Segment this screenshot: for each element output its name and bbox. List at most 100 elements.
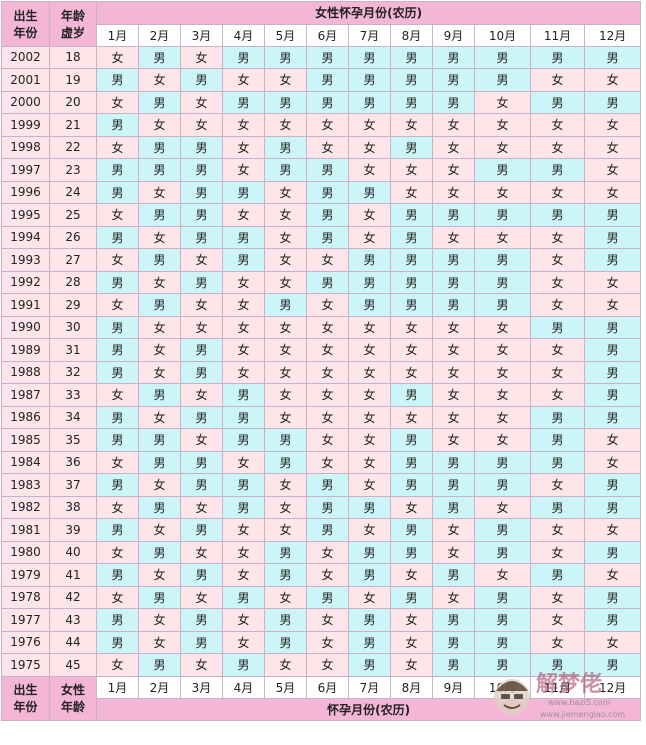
birth-year-cell: 1998: [1, 135, 50, 159]
gender-cell: 女: [264, 518, 307, 542]
gender-cell: 男: [180, 225, 223, 249]
gender-cell: 女: [432, 585, 475, 609]
gender-cell: 男: [264, 158, 307, 182]
birth-year-cell: 1989: [1, 338, 50, 362]
gender-cell: 女: [432, 428, 475, 452]
gender-cell: 男: [583, 248, 642, 272]
age-cell: 37: [49, 473, 97, 497]
gender-cell: 女: [306, 608, 349, 632]
footer-birth-year-header: 出生 年份: [1, 675, 50, 721]
gender-cell: 男: [264, 608, 307, 632]
gender-cell: 女: [264, 653, 307, 677]
gender-cell: 男: [530, 450, 585, 474]
birth-year-cell: 1975: [1, 653, 50, 677]
gender-cell: 女: [264, 180, 307, 204]
table-row: 1982 38 女男女男女男男女男女男男: [1, 495, 642, 519]
age-cell: 43: [49, 608, 97, 632]
gender-cell: 男: [222, 405, 265, 429]
gender-cell: 男: [583, 540, 642, 564]
gender-cell: 男: [138, 450, 181, 474]
gender-cell: 女: [222, 563, 265, 587]
gender-cell: 女: [306, 338, 349, 362]
footer-birth-year-line2: 年份: [13, 700, 38, 715]
gender-cell: 男: [348, 180, 391, 204]
table-row: 1985 35 男男女男男女女男女女男女: [1, 428, 642, 452]
footer-month-11: 11月: [530, 675, 585, 699]
gender-cell: 男: [474, 248, 531, 272]
gender-cell: 男: [348, 540, 391, 564]
gender-cell: 男: [306, 585, 349, 609]
gender-cell: 女: [222, 113, 265, 137]
gender-cell: 女: [138, 563, 181, 587]
gender-cell: 女: [390, 360, 433, 384]
birth-year-cell: 1984: [1, 450, 50, 474]
footer-age-header: 女性 年龄: [49, 675, 97, 721]
age-cell: 28: [49, 270, 97, 294]
gender-cell: 男: [390, 68, 433, 92]
gender-cell: 女: [432, 405, 475, 429]
gender-cell: 男: [306, 270, 349, 294]
age-cell: 31: [49, 338, 97, 362]
gender-cell: 女: [390, 113, 433, 137]
table-row: 1986 34 男女男男女女女女女女男男: [1, 405, 642, 429]
gender-cell: 男: [530, 158, 585, 182]
table-row: 1993 27 女男女男女女男男男男女男: [1, 248, 642, 272]
gender-cell: 女: [306, 540, 349, 564]
gender-cell: 女: [530, 518, 585, 542]
table-row: 1975 45 女男女男女女男女男男男男: [1, 653, 642, 677]
gender-cell: 女: [222, 158, 265, 182]
gender-cell: 女: [432, 225, 475, 249]
age-cell: 32: [49, 360, 97, 384]
gender-cell: 男: [348, 563, 391, 587]
birth-year-cell: 2000: [1, 90, 50, 114]
month-header-5: 5月: [264, 23, 307, 47]
table-row: 1992 28 男女男女女男男男男男女女: [1, 270, 642, 294]
table-row: 1981 39 男女男女女男女男女男女女: [1, 518, 642, 542]
table-row: 1999 21 男女女女女女女女女女女女: [1, 113, 642, 137]
gender-cell: 男: [583, 608, 642, 632]
footer-month-9: 9月: [432, 675, 475, 699]
gender-cell: 女: [432, 383, 475, 407]
gender-cell: 女: [432, 338, 475, 362]
gender-cell: 女: [138, 315, 181, 339]
age-header-line1: 年龄: [60, 8, 85, 23]
gender-cell: 女: [432, 360, 475, 384]
gender-cell: 女: [432, 135, 475, 159]
birth-year-header-line1: 出生: [13, 8, 38, 23]
gender-cell: 男: [222, 428, 265, 452]
gender-cell: 女: [390, 653, 433, 677]
gender-cell: 女: [583, 630, 642, 654]
gender-cell: 男: [180, 203, 223, 227]
gender-cell: 女: [583, 270, 642, 294]
gender-cell: 女: [530, 473, 585, 497]
gender-cell: 男: [222, 383, 265, 407]
gender-cell: 男: [180, 563, 223, 587]
gender-cell: 女: [222, 293, 265, 317]
gender-cell: 男: [390, 540, 433, 564]
gender-cell: 女: [432, 518, 475, 542]
age-cell: 39: [49, 518, 97, 542]
gender-cell: 男: [348, 653, 391, 677]
footer-month-10: 10月: [474, 675, 531, 699]
gender-cell: 女: [306, 630, 349, 654]
gender-cell: 男: [583, 90, 642, 114]
gender-cell: 女: [474, 315, 531, 339]
gender-cell: 女: [222, 518, 265, 542]
gender-cell: 女: [180, 113, 223, 137]
birth-year-cell: 1994: [1, 225, 50, 249]
gender-cell: 女: [348, 405, 391, 429]
gender-cell: 男: [348, 608, 391, 632]
gender-cell: 女: [390, 315, 433, 339]
month-header-10: 10月: [474, 23, 531, 47]
gender-cell: 男: [432, 495, 475, 519]
footer-age-line2: 年龄: [60, 700, 85, 715]
age-cell: 36: [49, 450, 97, 474]
gender-cell: 男: [180, 630, 223, 654]
gender-cell: 男: [474, 653, 531, 677]
month-header-6: 6月: [306, 23, 349, 47]
gender-cell: 男: [222, 585, 265, 609]
gender-cell: 男: [348, 90, 391, 114]
gender-cell: 女: [264, 585, 307, 609]
footer-age-line1: 女性: [60, 683, 85, 698]
gender-cell: 男: [390, 450, 433, 474]
